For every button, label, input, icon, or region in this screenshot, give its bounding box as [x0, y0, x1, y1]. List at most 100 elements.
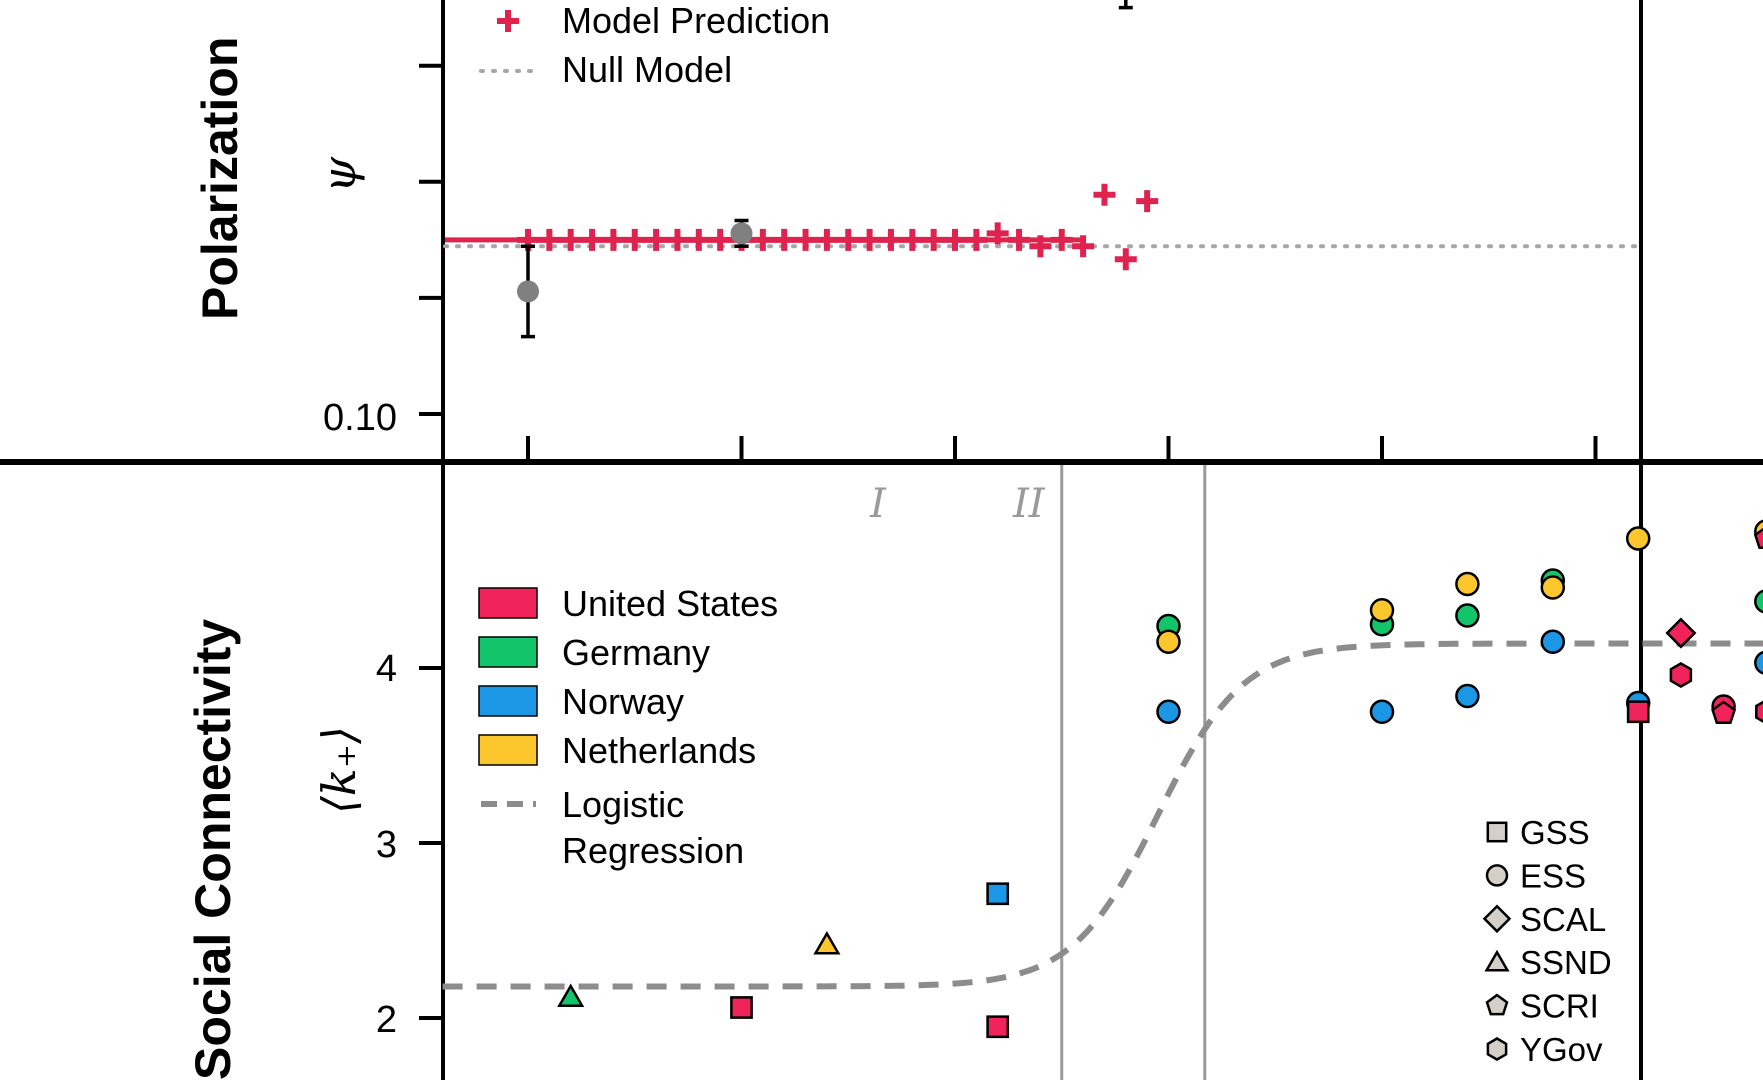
marker-legend-label-ess: ESS — [1520, 857, 1586, 894]
survey-point-germany-circle-26 — [1754, 589, 1763, 614]
survey-point-netherlands-circle-6 — [1156, 629, 1181, 654]
model-point-3 — [581, 228, 604, 251]
model-point-6 — [645, 228, 668, 251]
model-point-22 — [986, 222, 1009, 245]
logistic-regression-curve — [442, 640, 1763, 990]
survey-point-norway-square-3 — [986, 882, 1010, 906]
model-point-2 — [559, 228, 582, 251]
survey-point-united_states-square-1 — [730, 996, 753, 1019]
marker-legend-label-scal: SCAL — [1520, 901, 1606, 938]
legend-swatch-norway — [478, 685, 538, 717]
bottom-y-axis-symbol: ⟨k₊⟩ — [312, 726, 366, 814]
model-point-27 — [1093, 183, 1116, 206]
survey-point-netherlands-circle-17 — [1625, 526, 1651, 551]
survey-marker-legend: GSS ESS SCAL SSND SCRI YGov — [1482, 814, 1612, 1068]
empirical-point-1 — [730, 222, 753, 245]
marker-legend-symbol-ess — [1485, 864, 1509, 887]
survey-point-united_states-diamond-20 — [1665, 617, 1697, 649]
model-point-14 — [815, 228, 838, 251]
model-point-29 — [1136, 190, 1159, 213]
model-point-8 — [687, 228, 710, 251]
legend-swatch-united-states — [478, 587, 538, 619]
bottom-y-tick-label-4: 4 — [376, 648, 397, 690]
survey-point-united_states-hexagon-21 — [1669, 662, 1693, 688]
survey-point-netherlands-circle-15 — [1540, 575, 1566, 600]
survey-point-germany-circle-12 — [1455, 603, 1480, 628]
top-y-axis-title: Polarization — [192, 37, 248, 320]
model-point-1 — [538, 228, 561, 251]
survey-point-netherlands-circle-9 — [1369, 598, 1395, 623]
survey-point-united_states-square-19 — [1626, 700, 1650, 724]
model-point-16 — [858, 228, 881, 251]
marker-legend-label-scri: SCRI — [1520, 988, 1599, 1025]
top-y-ticks — [419, 63, 443, 416]
survey-point-norway-circle-7 — [1156, 699, 1181, 724]
marker-legend-symbol-scri — [1485, 993, 1509, 1016]
survey-point-united_states-pentagon-25 — [1753, 527, 1763, 550]
model-point-26 — [1072, 235, 1095, 258]
model-point-7 — [666, 228, 689, 251]
model-point-13 — [794, 228, 817, 251]
bottom-y-axis-title: Social Connectivity — [185, 619, 241, 1080]
survey-point-netherlands-triangle-2 — [813, 930, 841, 955]
legend-swatch-netherlands — [478, 734, 538, 766]
survey-point-netherlands-circle-11 — [1455, 571, 1480, 597]
legend-label-model-prediction: Model Prediction — [562, 0, 830, 41]
top-x-ticks — [526, 436, 1598, 462]
top-panel-polarization: Polarization ψ 0.10 Model Prediction Nul… — [192, 0, 1643, 462]
model-point-18 — [901, 228, 924, 251]
legend-marker-model-prediction — [497, 10, 519, 32]
model-point-23 — [1008, 228, 1031, 251]
model-point-24 — [1029, 235, 1052, 258]
survey-point-norway-circle-27 — [1754, 650, 1763, 675]
empirical-series — [517, 0, 1133, 339]
legend-label-null-model: Null Model — [562, 49, 732, 90]
survey-points — [557, 519, 1763, 1039]
bottom-y-ticks — [419, 666, 443, 1020]
empirical-errorbar-2 — [1118, 0, 1133, 10]
survey-point-norway-circle-16 — [1540, 629, 1566, 654]
model-point-28 — [1114, 248, 1137, 271]
legend-label-germany: Germany — [562, 632, 710, 673]
model-prediction-series — [445, 183, 1159, 271]
empirical-point-0 — [517, 280, 539, 303]
model-point-25 — [1050, 228, 1073, 251]
model-point-21 — [965, 228, 988, 251]
survey-point-norway-circle-10 — [1369, 699, 1395, 724]
model-point-9 — [709, 228, 732, 251]
model-point-5 — [623, 228, 646, 251]
marker-legend-symbol-scal — [1482, 904, 1512, 934]
model-point-12 — [773, 228, 796, 251]
survey-point-germany-triangle-0 — [557, 983, 585, 1008]
survey-point-united_states-square-4 — [986, 1015, 1010, 1039]
legend-swatch-germany — [478, 636, 538, 668]
marker-legend-label-gss: GSS — [1520, 814, 1590, 851]
marker-legend-symbol-gss — [1486, 821, 1508, 843]
top-legend: Model Prediction Null Model — [479, 0, 830, 90]
legend-label-united-states: United States — [562, 583, 778, 624]
marker-legend-label-ygov: YGov — [1520, 1031, 1603, 1068]
bottom-y-tick-label-2: 2 — [376, 999, 397, 1041]
marker-legend-symbol-ssnd — [1484, 949, 1510, 972]
model-point-19 — [922, 228, 945, 251]
top-y-axis-symbol: ψ — [312, 156, 366, 193]
country-legend: United States Germany Norway Netherlands… — [478, 583, 778, 871]
model-point-4 — [602, 228, 625, 251]
region-label-II: II — [1012, 481, 1046, 527]
bottom-y-tick-label-3: 3 — [376, 824, 397, 866]
model-point-11 — [751, 228, 774, 251]
marker-legend-symbol-ygov — [1486, 1037, 1508, 1061]
top-y-tick-label-0.10: 0.10 — [323, 397, 397, 439]
survey-point-norway-circle-13 — [1455, 683, 1480, 709]
region-label-I: I — [869, 481, 887, 527]
legend-label-logistic: Logistic — [562, 784, 684, 825]
legend-label-netherlands: Netherlands — [562, 730, 756, 771]
legend-label-regression: Regression — [562, 830, 744, 871]
legend-label-norway: Norway — [562, 681, 684, 722]
survey-point-united_states-hexagon-28 — [1755, 700, 1763, 723]
bottom-panel-connectivity: Social Connectivity ⟨k₊⟩ 2 3 4 I II Unit… — [185, 462, 1763, 1080]
model-point-20 — [944, 228, 966, 251]
marker-legend-label-ssnd: SSND — [1520, 944, 1612, 981]
survey-point-united_states-pentagon-23 — [1711, 700, 1737, 725]
